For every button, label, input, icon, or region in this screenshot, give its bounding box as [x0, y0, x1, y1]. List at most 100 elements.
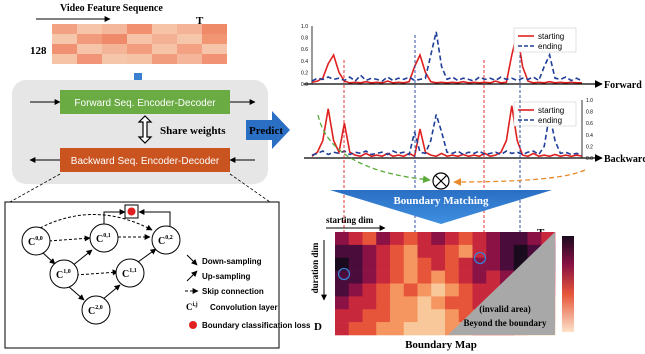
boundary-map-cell [335, 244, 350, 259]
match-circle-1 [337, 267, 351, 281]
boundary-map-cell [403, 322, 418, 336]
boundary-map-cell [431, 309, 446, 323]
feature-cell [177, 24, 202, 34]
boundary-map-cell [417, 232, 432, 246]
projection-lines [343, 35, 521, 265]
legend-down: Down-sampling [202, 257, 262, 266]
boundary-map-cell [348, 283, 363, 297]
boundary-map-cell [335, 232, 350, 246]
boundary-map-cell [362, 309, 377, 323]
legend-conv: Convolution layer [210, 303, 278, 312]
boundary-map-cell [431, 244, 446, 259]
legend-up: Up-sampling [202, 272, 251, 281]
unet-node-c10 [49, 259, 79, 289]
feature-cell [77, 44, 102, 54]
boundary-map-cell [403, 309, 418, 323]
boundary-map-cell [431, 283, 446, 297]
boundary-map-cell [376, 257, 391, 271]
legend-label: ending [538, 116, 562, 125]
share-weights-icon [137, 115, 153, 144]
boundary-map-cell [362, 244, 377, 259]
boundary-map-cell [376, 309, 391, 323]
boundary-map-cell [390, 270, 405, 284]
feature-cell [127, 24, 152, 34]
boundary-map-cell [390, 244, 405, 259]
feature-cell [177, 54, 202, 64]
feature-cell [202, 44, 227, 54]
boundary-map-cell [362, 270, 377, 284]
feature-cell [152, 24, 177, 34]
boundary-map-cell [431, 232, 446, 246]
loss-legend-icon [189, 321, 197, 329]
chart-y-tick: 0.2 [301, 70, 308, 76]
boundary-map-cell [335, 257, 350, 271]
boundary-map-cell [376, 232, 391, 246]
feature-cell [152, 54, 177, 64]
boundary-map-cell [348, 270, 363, 284]
chart-y-tick: 0.2 [586, 144, 593, 150]
boundary-map-cell [390, 257, 405, 271]
boundary-map-cell [390, 322, 405, 336]
boundary-map-cell [500, 244, 515, 259]
feature-cell [52, 34, 77, 44]
feature-title: Video Feature Sequence [60, 3, 163, 14]
feature-cell [202, 34, 227, 44]
boundary-map-cell [348, 296, 363, 310]
feature-cell [152, 44, 177, 54]
forward-encoder-label: Forward Seq. Encoder-Decoder [74, 98, 216, 109]
boundary-map-cell [500, 232, 515, 246]
unet-legend: Down-sampling Up-sampling Skip connectio… [185, 254, 311, 330]
backward-encoder-box [60, 148, 230, 172]
feature-cell [127, 34, 152, 44]
unet-node-sup: 0,2 [165, 235, 173, 241]
chart-direction-label: Backward [604, 154, 645, 165]
chart-legend [513, 101, 577, 127]
unet-node-sup: 0,1 [103, 233, 111, 239]
unet-connections [39, 209, 171, 301]
series-line-ending [311, 114, 583, 156]
boundary-map-caption: Boundary Map [405, 339, 477, 351]
boundary-map-cell [486, 244, 501, 259]
feature-cell [202, 24, 227, 34]
unet-node-sup: 0,0 [35, 236, 43, 242]
boundary-map-cell [458, 283, 473, 297]
boundary-map-cell [500, 257, 515, 271]
feature-cell [77, 24, 102, 34]
backward-encoder-label: Backward Seq. Encoder-Decoder [71, 156, 220, 167]
boundary-map-cell [431, 322, 446, 336]
chart-y-tick: 0.4 [586, 133, 593, 139]
unet-node-c02 [151, 225, 181, 255]
down-sampling-icon [186, 254, 198, 266]
up-sampling-icon [186, 270, 198, 282]
chart-direction-label: Forward [604, 80, 642, 91]
boundary-matching-funnel [330, 190, 552, 224]
boundary-map-cell [403, 283, 418, 297]
invalid-area-label: (invalid area) [479, 304, 531, 314]
unet-node-sup: 1,1 [129, 268, 137, 274]
chart-y-tick: 0.8 [301, 36, 308, 42]
boundary-map-cell [403, 270, 418, 284]
chart-y-tick: 0.6 [586, 121, 593, 127]
legend-label: ending [538, 42, 562, 51]
map-d-label: D [314, 321, 322, 333]
boundary-map-cell [513, 244, 528, 259]
boundary-map-cell [417, 270, 432, 284]
feature-dim-label: 128 [30, 45, 47, 57]
boundary-map-cell [486, 270, 501, 284]
boundary-map-cell [403, 232, 418, 246]
share-weights-label: Share weights [160, 125, 226, 137]
boundary-map-cell [445, 296, 460, 310]
boundary-map-cell [458, 244, 473, 259]
unet-nodes: C0,0 C0,1 C0,2C1,0 C1,1C2,0 [21, 223, 181, 325]
predict-arrow [246, 111, 290, 149]
boundary-map-cell [513, 232, 528, 246]
legend-label: starting [538, 32, 564, 41]
match-circle-2 [473, 251, 487, 265]
boundary-map-cell [362, 283, 377, 297]
boundary-map-cell [348, 309, 363, 323]
boundary-map-cell [458, 270, 473, 284]
boundary-map-cell [445, 309, 460, 323]
feature-cell [52, 24, 77, 34]
